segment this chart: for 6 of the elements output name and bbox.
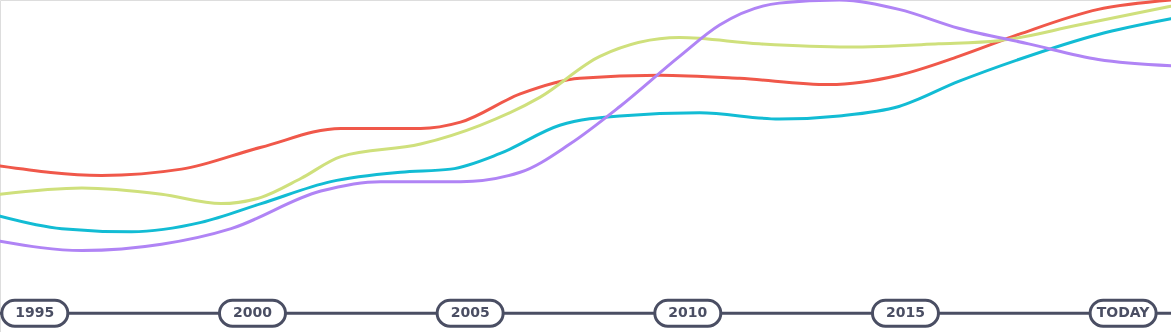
x-tick-label: 2010 [668, 304, 708, 321]
x-tick-label: 2000 [233, 304, 273, 321]
x-tick-label: 2005 [450, 304, 490, 321]
x-tick-label: TODAY [1096, 304, 1151, 321]
x-tick-label: 2015 [885, 304, 925, 321]
x-tick-label: 1995 [15, 304, 55, 321]
